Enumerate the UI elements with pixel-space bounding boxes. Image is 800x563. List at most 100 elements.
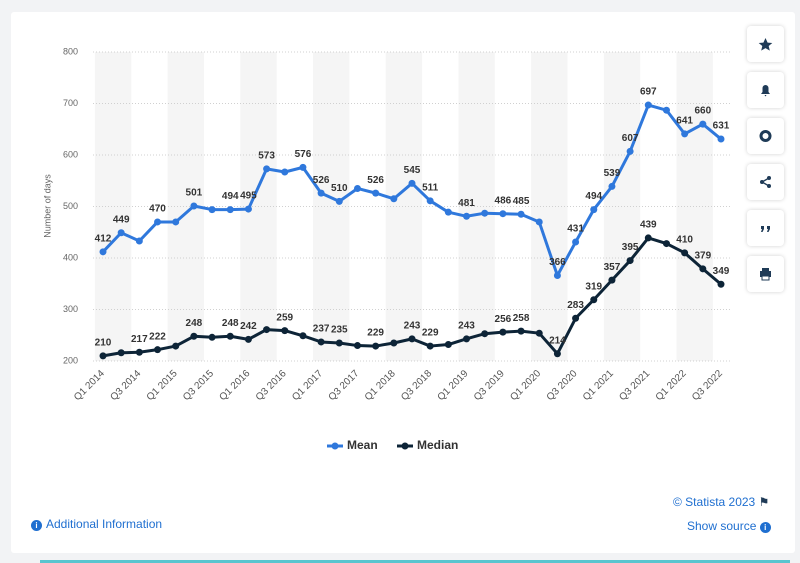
data-label: 494 xyxy=(585,191,602,202)
band xyxy=(458,52,495,361)
data-label: 697 xyxy=(640,87,657,98)
data-label: 494 xyxy=(222,191,239,202)
point xyxy=(408,335,416,343)
additional-info[interactable]: i Additional Information xyxy=(31,517,162,531)
point xyxy=(444,208,452,216)
show-source-text[interactable]: Show source xyxy=(687,519,757,533)
point xyxy=(463,212,471,220)
data-label: 660 xyxy=(694,106,711,117)
bottom-bar xyxy=(40,560,790,563)
share-button[interactable] xyxy=(747,164,784,200)
cite-button[interactable] xyxy=(747,210,784,246)
point xyxy=(390,195,398,203)
data-label: 229 xyxy=(422,328,439,339)
point xyxy=(281,327,289,335)
x-tick-label: Q1 2016 xyxy=(217,368,252,403)
y-tick-label: 800 xyxy=(63,46,78,56)
data-label: 214 xyxy=(549,335,566,346)
data-label: 248 xyxy=(222,318,239,329)
point xyxy=(172,342,180,350)
data-label: 349 xyxy=(713,266,730,277)
legend-label: Mean xyxy=(347,438,378,452)
data-label: 243 xyxy=(458,320,475,331)
data-label: 576 xyxy=(295,149,312,160)
y-tick-label: 200 xyxy=(63,355,78,365)
data-label: 431 xyxy=(567,224,584,235)
print-button[interactable] xyxy=(747,256,784,292)
point xyxy=(299,163,307,171)
data-label: 573 xyxy=(258,151,275,162)
data-label: 539 xyxy=(604,168,621,179)
data-label: 283 xyxy=(567,300,584,311)
x-tick-label: Q3 2018 xyxy=(399,368,434,403)
additional-info-text[interactable]: Additional Information xyxy=(46,517,163,531)
point xyxy=(699,120,707,128)
data-label: 229 xyxy=(367,328,384,339)
x-tick-label: Q1 2014 xyxy=(72,368,107,403)
point xyxy=(226,206,234,214)
data-label: 395 xyxy=(622,242,639,253)
point xyxy=(553,350,561,358)
point xyxy=(208,333,216,341)
data-label: 501 xyxy=(186,188,203,199)
point xyxy=(263,326,271,334)
data-label: 486 xyxy=(495,195,512,206)
settings-button[interactable] xyxy=(747,118,784,154)
point xyxy=(590,206,598,214)
data-label: 259 xyxy=(276,312,293,323)
x-tick-label: Q3 2015 xyxy=(181,368,216,403)
data-label: 412 xyxy=(95,233,112,244)
data-label: 366 xyxy=(549,257,566,268)
point xyxy=(190,332,198,340)
y-tick-label: 600 xyxy=(63,149,78,159)
data-label: 248 xyxy=(186,318,203,329)
point xyxy=(135,348,143,356)
y-tick-label: 500 xyxy=(63,201,78,211)
point xyxy=(154,346,162,354)
point xyxy=(644,234,652,242)
point xyxy=(408,179,416,187)
point xyxy=(172,218,180,226)
copyright: © Statista 2023 ⚑ xyxy=(673,495,770,509)
favorite-button[interactable] xyxy=(747,26,784,62)
point xyxy=(535,218,543,226)
x-tick-label: Q3 2020 xyxy=(545,368,580,403)
point xyxy=(499,328,507,336)
data-label: 526 xyxy=(367,175,384,186)
point xyxy=(499,210,507,218)
band xyxy=(676,52,713,361)
y-tick-label: 300 xyxy=(63,304,78,314)
point xyxy=(353,184,361,192)
data-label: 449 xyxy=(113,214,130,225)
data-label: 379 xyxy=(694,250,711,261)
point xyxy=(444,341,452,349)
point xyxy=(335,197,343,205)
point xyxy=(372,342,380,350)
data-label: 235 xyxy=(331,325,348,336)
point xyxy=(335,339,343,347)
point xyxy=(190,202,198,210)
point xyxy=(390,339,398,347)
show-source[interactable]: Show source i xyxy=(687,519,771,533)
point xyxy=(644,101,652,109)
point xyxy=(535,329,543,337)
point xyxy=(553,272,561,280)
point xyxy=(372,189,380,197)
point xyxy=(517,327,525,335)
legend-marker xyxy=(401,442,409,450)
point xyxy=(135,237,143,245)
legend-label: Median xyxy=(417,438,458,452)
point xyxy=(572,314,580,322)
alert-button[interactable] xyxy=(747,72,784,108)
point xyxy=(572,238,580,246)
point xyxy=(244,205,252,213)
x-tick-label: Q3 2016 xyxy=(254,368,289,403)
point xyxy=(426,342,434,350)
y-axis-label: Number of days xyxy=(42,174,52,238)
point xyxy=(626,257,634,265)
x-tick-label: Q3 2017 xyxy=(327,368,362,403)
point xyxy=(226,332,234,340)
copyright-text: © Statista 2023 xyxy=(673,495,756,509)
x-tick-label: Q1 2021 xyxy=(581,368,616,403)
